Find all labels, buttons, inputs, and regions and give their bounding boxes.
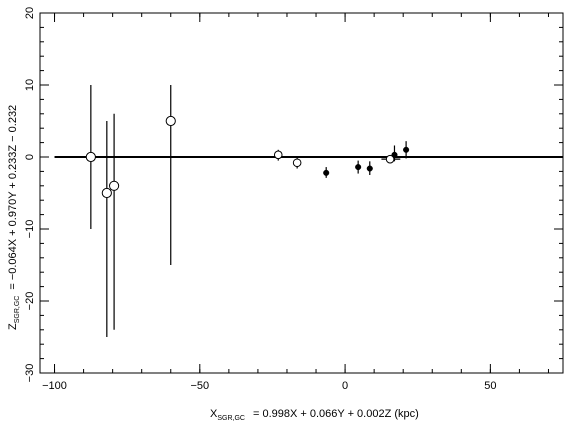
y-tick-label: −30 [24, 364, 36, 383]
error-bars [90, 85, 407, 337]
x-tick-label: −100 [42, 380, 67, 392]
data-markers [85, 115, 410, 199]
open-circle-point [273, 150, 283, 160]
open-circle-point [85, 151, 96, 163]
minor-ticks [40, 12, 563, 374]
y-axis-label-symbol: Z [7, 323, 19, 330]
x-tick-label: 50 [484, 380, 496, 392]
open-circle-point [385, 154, 395, 164]
open-circle-point [165, 115, 176, 127]
y-tick-label: −20 [24, 292, 36, 311]
plot-frame [39, 12, 564, 374]
filled-circle-point [366, 165, 373, 172]
open-circle-point [101, 187, 112, 199]
y-axis-label-subscript: SGR,GC [14, 296, 21, 324]
y-tick-label: 20 [24, 7, 36, 19]
y-axis-label-formula: = −0.064X + 0.970Y + 0.233Z − 0.232 [7, 105, 19, 290]
open-circle-point [108, 180, 120, 191]
filled-circle-point [323, 169, 330, 176]
x-axis-label: XSGR,GC = 0.998X + 0.066Y + 0.002Z (kpc) [210, 408, 419, 422]
x-tick-label: 0 [342, 380, 348, 392]
major-ticks [40, 12, 563, 374]
x-axis-label-subscript: SGR,GC [217, 415, 245, 422]
y-axis-label: ZSGR,GC = −0.064X + 0.970Y + 0.233Z − 0.2… [7, 105, 21, 330]
filled-circle-point [355, 164, 362, 171]
y-tick-label: 10 [24, 79, 36, 91]
y-tick-label: 0 [24, 154, 36, 160]
filled-circle-point [403, 146, 410, 153]
x-axis-label-formula: = 0.998X + 0.066Y + 0.002Z (kpc) [253, 408, 419, 420]
open-circle-point [292, 158, 302, 168]
x-axis-label-symbol: X [210, 408, 218, 420]
y-tick-label: −10 [24, 220, 36, 239]
filled-circle-point [391, 151, 398, 158]
x-tick-label: −50 [190, 380, 209, 392]
